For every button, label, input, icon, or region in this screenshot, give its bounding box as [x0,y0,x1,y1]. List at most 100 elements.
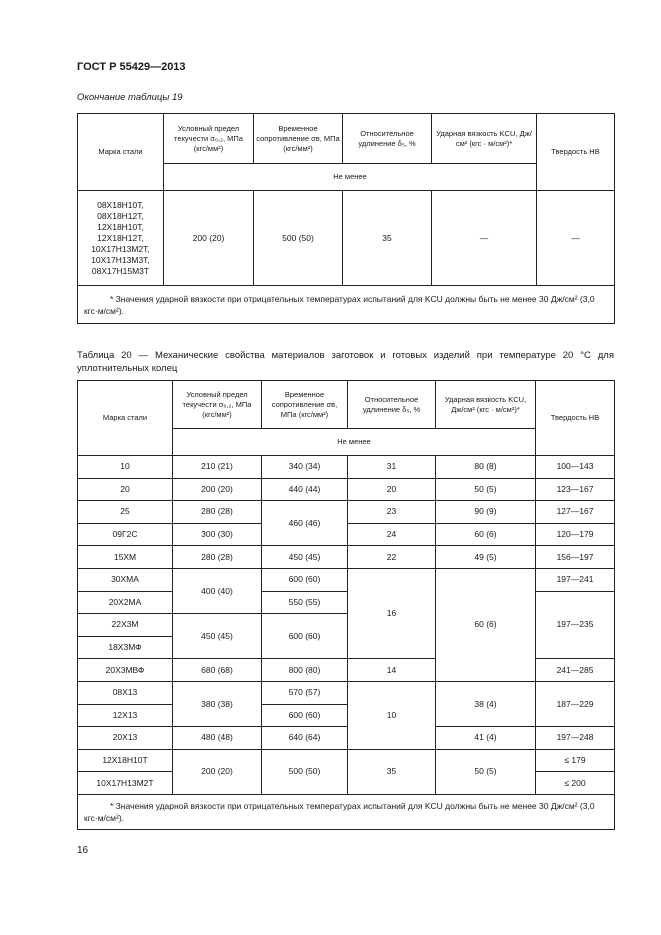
header-tensile-strength: Временное сопротивление σв, МПа (кгс/мм²… [253,113,343,164]
table-row: 30ХМА 400 (40) 600 (60) 16 60 (6) 197—241 [77,567,615,682]
table-cell: 24 [347,522,436,547]
table-cell: 25 [77,500,173,524]
table-cell: 380 (38) [172,680,262,728]
header-elongation: Относительное удлинение δ₅, % [347,380,436,429]
header-steel-grade: Марка стали [77,380,173,456]
table-cell: 200 (20) [172,748,262,795]
table-cell: 10Х17Н13М2Т [77,771,173,795]
table-cell: 20 [347,477,436,502]
table-cell: 18Х3МФ [77,635,173,660]
header-elongation: Относительное удлинение δ₅, % [342,113,432,164]
table-cell: 09Г2С [77,522,173,547]
subheader-min: Не менее [163,163,537,191]
table-cell: 22 [347,545,436,569]
table-cell: 500 (50) [261,748,348,795]
header-impact-strength: Ударная вязкость KCU, Дж/см² (кгс · м/см… [431,113,537,164]
table-row: 20Х13 480 (48) 640 (64) 41 (4) 197—248 [77,726,615,750]
header-yield-strength: Условный предел текучести σ₀,₂, МПа (кгс… [163,113,254,164]
table-19: Марка стали Условный предел текучести σ₀… [77,113,615,324]
table-20: Марка стали Условный предел текучести σ₀… [77,380,615,830]
table-cell: 60 (6) [435,567,536,682]
table-cell: 10 [347,680,436,750]
table-cell: 50 (5) [435,748,536,795]
cell-elongation: 35 [342,190,432,286]
table-cell: 50 (5) [435,477,536,502]
document-header: ГОСТ Р 55429—2013 [77,61,186,73]
table-cell: 210 (21) [172,455,262,479]
table-cell: 38 (4) [435,680,536,728]
table-cell: 600 (60) [261,567,348,592]
table-continuation-label: Окончание таблицы 19 [77,92,183,103]
table-row: 09Г2С 300 (30) 24 60 (6) 120—179 [77,522,615,547]
header-yield-strength: Условный предел текучести σ₀,₂, МПа (кгс… [172,380,262,429]
header-steel-grade: Марка стали [77,113,164,191]
page-number: 16 [77,845,89,856]
table-cell: 123—167 [535,477,615,502]
table-row: 12Х18Н10Т 200 (20) 500 (50) 35 50 (5) ≤ 179 [77,748,615,795]
table-cell: 08Х13 [77,680,173,705]
table-row: 10 210 (21) 340 (34) 31 80 (8) 100—143 [77,455,615,479]
table-cell: 100—143 [535,455,615,479]
cell-steel-grade: 08Х18Н10Т, 08Х18Н12Т, 12Х18Н10Т, 12Х18Н1… [77,190,164,286]
header-tensile-strength: Временное сопротивление σв, МПа (кгс/мм²… [261,380,348,429]
table-cell: 20Х3МВФ [77,658,173,682]
subheader-min: Не менее [172,428,536,456]
table-footnote: * Значения ударной вязкости при отрицате… [77,793,615,830]
cell-hardness: — [536,190,615,286]
table-cell: 127—167 [535,500,615,524]
table-cell: 570 (57) [261,680,348,705]
table-cell: 680 (68) [172,658,262,682]
table-row: 20 200 (20) 440 (44) 20 50 (5) 123—167 [77,477,615,502]
table-cell: 20Х2МА [77,590,173,615]
cell-tensile: 500 (50) [253,190,343,286]
table-cell: 49 (5) [435,545,536,569]
table-cell: 120—179 [535,522,615,547]
table-cell: 35 [347,748,436,795]
table-cell: 12Х18Н10Т [77,748,173,773]
table-cell: 15ХМ [77,545,173,569]
table-cell: 22Х3М [77,613,173,637]
table-cell: 16 [347,567,436,660]
table-cell: 156—197 [535,545,615,569]
header-hardness: Твердость НВ [536,113,615,191]
table-cell: 340 (34) [261,455,348,479]
table-cell: 460 (46) [261,500,348,547]
table-cell: 440 (44) [261,477,348,502]
table-cell: 31 [347,455,436,479]
table-cell: 600 (60) [261,613,348,660]
table-cell: 30ХМА [77,567,173,592]
table-cell: 41 (4) [435,726,536,750]
table-cell: 450 (45) [261,545,348,569]
table-row: 08Х13 380 (38) 570 (57) 10 38 (4) 187—229 [77,680,615,750]
table-row: 15ХМ 280 (28) 450 (45) 22 49 (5) 156—197 [77,545,615,569]
table-cell: 197—241 [535,567,615,592]
table-cell: ≤ 200 [535,771,615,795]
table-cell: ≤ 179 [535,748,615,773]
table-cell: 600 (60) [261,703,348,728]
table-cell: 280 (28) [172,545,262,569]
table-cell: 400 (40) [172,567,262,615]
header-hardness: Твердость НВ [535,380,615,456]
table-cell: 20Х13 [77,726,173,750]
table-cell: 80 (8) [435,455,536,479]
table-cell: 10 [77,455,173,479]
table-cell: 14 [347,658,436,682]
cell-impact: — [431,190,537,286]
table-cell: 197—248 [535,726,615,750]
table-cell: 300 (30) [172,522,262,547]
table-cell: 550 (55) [261,590,348,615]
table-cell: 60 (6) [435,522,536,547]
header-impact-strength: Ударная вязкость KCU, Дж/см² (кгс · м/см… [435,380,536,429]
table-cell: 280 (28) [172,500,262,524]
table-cell: 90 (9) [435,500,536,524]
table-cell: 197—235 [535,590,615,660]
cell-yield: 200 (20) [163,190,254,286]
table-cell: 640 (64) [261,726,348,750]
table-caption: Таблица 20 — Механические свойства матер… [77,350,614,374]
table-cell: 800 (80) [261,658,348,682]
table-cell: 450 (45) [172,613,262,660]
table-cell: 23 [347,500,436,524]
table-row: 25 280 (28) 460 (46) 23 90 (9) 127—167 [77,500,615,547]
table-footnote: * Значения ударной вязкости при отрицате… [77,285,615,324]
table-cell: 480 (48) [172,726,262,750]
